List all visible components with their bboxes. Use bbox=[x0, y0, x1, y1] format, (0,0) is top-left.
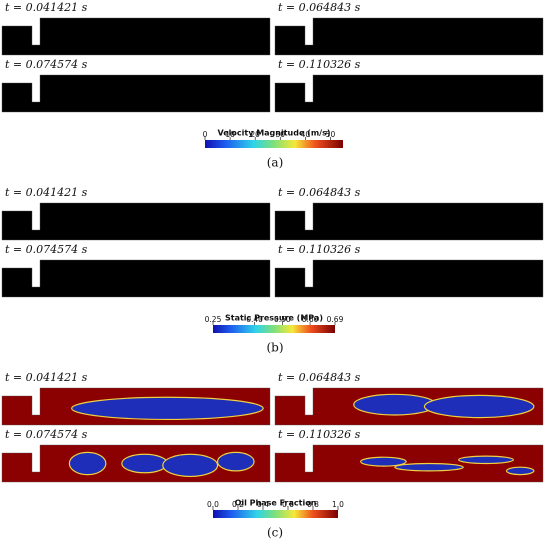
colorbar-tick-label: 0.50 bbox=[274, 315, 291, 324]
panel-label: (c) bbox=[267, 526, 283, 540]
snapshot-time: t = 0.041421 s bbox=[5, 1, 88, 14]
colorbar-tick-label: 0.4 bbox=[257, 500, 269, 509]
phase-blob bbox=[360, 456, 407, 467]
colorbar bbox=[213, 510, 338, 518]
colorbar-tick-label: 10 bbox=[225, 130, 235, 139]
colorbar-tick-label: 1.0 bbox=[332, 500, 344, 509]
colorbar-tick-label: 0.2 bbox=[232, 500, 244, 509]
contour-field bbox=[1, 74, 271, 113]
panel-label: (a) bbox=[267, 156, 284, 170]
colorbar-tick-label: 0.6 bbox=[282, 500, 294, 509]
contour-field bbox=[1, 259, 271, 298]
snapshot-time: t = 0.110326 s bbox=[278, 243, 361, 256]
colorbar-title: Velocity Magnitude (m/s) bbox=[217, 129, 330, 138]
colorbar-tick-label: 20 bbox=[250, 130, 260, 139]
phase-blob bbox=[71, 396, 264, 421]
contour-field bbox=[274, 259, 544, 298]
snapshot-time: t = 0.074574 s bbox=[5, 428, 88, 441]
phase-blob bbox=[68, 451, 107, 476]
colorbar-tick-label: 0.60 bbox=[302, 315, 319, 324]
colorbar bbox=[213, 325, 335, 333]
contour-field bbox=[1, 202, 271, 241]
colorbar bbox=[205, 140, 343, 148]
snapshot-time: t = 0.041421 s bbox=[5, 186, 88, 199]
colorbar-tick-label: 50 bbox=[326, 130, 336, 139]
contour-field bbox=[274, 74, 544, 113]
colorbar-tick-label: 0 bbox=[203, 130, 208, 139]
phase-blob bbox=[216, 451, 255, 472]
snapshot-time: t = 0.074574 s bbox=[5, 243, 88, 256]
phase-blob bbox=[353, 393, 437, 416]
phase-blob bbox=[423, 394, 535, 419]
snapshot-time: t = 0.064843 s bbox=[278, 186, 361, 199]
panel-label: (b) bbox=[266, 341, 283, 355]
phase-blob bbox=[162, 453, 219, 478]
phase-blob bbox=[458, 455, 514, 465]
colorbar-tick-label: 0.25 bbox=[205, 315, 222, 324]
phase-blob bbox=[394, 462, 464, 472]
colorbar-tick-label: 0.8 bbox=[307, 500, 319, 509]
snapshot-time: t = 0.074574 s bbox=[5, 58, 88, 71]
colorbar-tick-label: 0.69 bbox=[327, 315, 344, 324]
colorbar-tick-label: 30 bbox=[275, 130, 285, 139]
contour-field bbox=[274, 202, 544, 241]
snapshot-time: t = 0.110326 s bbox=[278, 428, 361, 441]
phase-blob bbox=[505, 466, 535, 476]
colorbar-title: Oil Phase Fraction bbox=[235, 499, 317, 508]
colorbar-tick-label: 0.40 bbox=[246, 315, 263, 324]
contour-field bbox=[274, 17, 544, 56]
snapshot-time: t = 0.110326 s bbox=[278, 58, 361, 71]
phase-blob bbox=[121, 453, 169, 474]
colorbar-tick-label: 40 bbox=[301, 130, 311, 139]
colorbar-title: Static Pressure (MPa) bbox=[225, 314, 323, 323]
colorbar-tick-label: 0.0 bbox=[207, 500, 219, 509]
snapshot-time: t = 0.041421 s bbox=[5, 371, 88, 384]
snapshot-time: t = 0.064843 s bbox=[278, 371, 361, 384]
contour-field bbox=[1, 17, 271, 56]
snapshot-time: t = 0.064843 s bbox=[278, 1, 361, 14]
